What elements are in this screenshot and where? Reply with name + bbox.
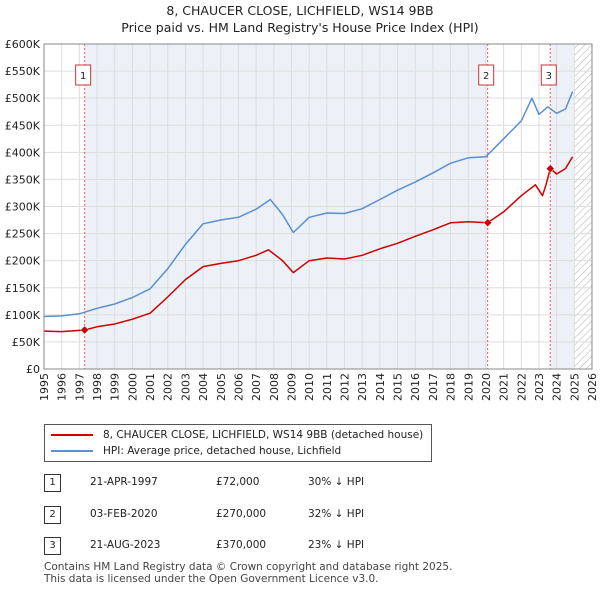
footer-copyright: Contains HM Land Registry data © Crown c… xyxy=(44,561,453,573)
x-tick-label: 2012 xyxy=(339,373,352,401)
y-tick-label: £250K xyxy=(5,228,41,241)
x-tick-label: 1997 xyxy=(73,373,86,401)
y-tick-label: £400K xyxy=(5,146,41,159)
y-tick-label: £350K xyxy=(5,173,41,186)
transaction-row: 3 21-AUG-2023 £370,000 23% ↓ HPI xyxy=(44,537,404,555)
transaction-row: 1 21-APR-1997 £72,000 30% ↓ HPI xyxy=(44,474,404,492)
x-tick-label: 2004 xyxy=(197,373,210,401)
transaction-hpi-change: 23% ↓ HPI xyxy=(308,539,365,551)
x-tick-label: 1996 xyxy=(56,373,69,401)
x-tick-label: 2023 xyxy=(533,373,546,401)
transaction-date: 03-FEB-2020 xyxy=(90,508,158,520)
x-tick-label: 2019 xyxy=(462,373,475,401)
y-tick-label: £600K xyxy=(5,38,41,51)
x-tick-label: 2011 xyxy=(321,373,334,401)
y-tick-label: £150K xyxy=(5,282,41,295)
x-tick-label: 1995 xyxy=(38,373,51,401)
x-tick-label: 2025 xyxy=(568,373,581,401)
x-tick-label: 2006 xyxy=(232,373,245,401)
x-tick-label: 2016 xyxy=(409,373,422,401)
x-tick-label: 2013 xyxy=(356,373,369,401)
transaction-number-label: 2 xyxy=(483,71,489,82)
x-tick-label: 2002 xyxy=(162,373,175,401)
transaction-row: 2 03-FEB-2020 £270,000 32% ↓ HPI xyxy=(44,506,404,524)
x-tick-label: 1998 xyxy=(91,373,104,401)
transaction-badge: 2 xyxy=(44,506,61,524)
y-tick-label: £500K xyxy=(5,92,41,105)
property-price-line xyxy=(43,156,574,333)
chart-legend: 8, CHAUCER CLOSE, LICHFIELD, WS14 9BB (d… xyxy=(44,424,432,462)
y-tick-label: £0 xyxy=(26,363,40,376)
legend-swatch-property xyxy=(51,434,93,436)
price-chart: 1 2 3 £0 £50K £100K £150K £200K £250K £300K £350K… xyxy=(5,38,599,401)
x-tick-label: 2024 xyxy=(551,373,564,401)
x-tick-label: 2020 xyxy=(480,373,493,401)
transaction-price: £370,000 xyxy=(216,539,267,551)
transaction-number-box xyxy=(75,64,92,86)
y-tick-label: £100K xyxy=(5,309,41,322)
legend-label-hpi: HPI: Average price, detached house, Lich… xyxy=(103,445,342,457)
legend-item-hpi: HPI: Average price, detached house, Lich… xyxy=(51,443,341,459)
x-tick-label: 2018 xyxy=(445,373,458,401)
x-tick-label: 2014 xyxy=(374,373,387,401)
y-tick-label: £550K xyxy=(5,65,41,78)
x-tick-label: 2001 xyxy=(144,373,157,401)
transaction-badge: 3 xyxy=(44,537,61,555)
hpi-line xyxy=(43,91,574,318)
transaction-hpi-change: 32% ↓ HPI xyxy=(308,508,365,520)
legend-item-property: 8, CHAUCER CLOSE, LICHFIELD, WS14 9BB (d… xyxy=(51,427,423,443)
x-tick-label: 2005 xyxy=(215,373,228,401)
x-tick-label: 2026 xyxy=(586,373,599,401)
x-tick-label: 2021 xyxy=(498,373,511,401)
legend-swatch-hpi xyxy=(51,450,93,452)
x-tick-label: 2000 xyxy=(126,373,139,401)
x-tick-label: 2007 xyxy=(250,373,263,401)
transaction-point xyxy=(545,164,555,173)
chart-title-line1: 8, CHAUCER CLOSE, LICHFIELD, WS14 9BB xyxy=(166,3,434,18)
transaction-number-label: 1 xyxy=(80,71,86,82)
x-tick-label: 2022 xyxy=(515,373,528,401)
x-tick-label: 2009 xyxy=(285,373,298,401)
y-tick-label: £200K xyxy=(5,255,41,268)
transaction-point xyxy=(80,325,90,335)
footer-license: This data is licensed under the Open Gov… xyxy=(44,573,379,585)
transaction-number-box xyxy=(478,64,495,86)
y-tick-label: £450K xyxy=(5,119,41,132)
transaction-point xyxy=(483,218,493,228)
transaction-date: 21-AUG-2023 xyxy=(90,539,161,551)
transaction-badge: 1 xyxy=(44,474,61,492)
transaction-hpi-change: 30% ↓ HPI xyxy=(308,476,365,488)
x-tick-label: 2008 xyxy=(268,373,281,401)
transaction-price: £72,000 xyxy=(216,476,260,488)
y-tick-label: £50K xyxy=(12,336,41,349)
legend-label-property: 8, CHAUCER CLOSE, LICHFIELD, WS14 9BB (d… xyxy=(103,429,424,441)
transaction-number-box xyxy=(540,64,557,86)
chart-title-line2: Price paid vs. HM Land Registry's House … xyxy=(121,20,479,35)
transaction-price: £270,000 xyxy=(216,508,267,520)
y-tick-label: £300K xyxy=(5,201,41,214)
x-tick-label: 2017 xyxy=(427,373,440,401)
x-tick-label: 2010 xyxy=(303,373,316,401)
plot-frame xyxy=(43,43,593,370)
x-tick-label: 1999 xyxy=(109,373,122,401)
transaction-date: 21-APR-1997 xyxy=(90,476,158,488)
x-tick-label: 2015 xyxy=(392,373,405,401)
transaction-number-label: 3 xyxy=(546,71,552,82)
x-tick-label: 2003 xyxy=(179,373,192,401)
